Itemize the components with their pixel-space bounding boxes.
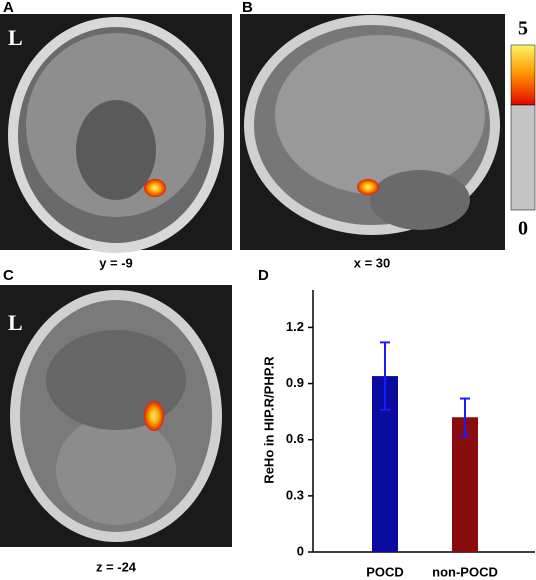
y-axis-label: ReHo in HIP.R/PHP.R xyxy=(261,356,276,484)
slice-caption: z = -24 xyxy=(96,559,137,574)
panel-label: C xyxy=(3,267,14,284)
slice-caption: y = -9 xyxy=(99,255,133,270)
side-label: L xyxy=(8,310,23,335)
x-tick-label: POCD xyxy=(366,564,404,579)
panel-label: D xyxy=(258,267,269,284)
mri-axial xyxy=(0,285,232,547)
bar xyxy=(452,417,478,552)
panel-label: B xyxy=(242,0,253,16)
y-tick-label: 0.3 xyxy=(286,487,304,502)
y-tick-label: 0.9 xyxy=(286,375,304,390)
y-tick-label: 1.2 xyxy=(286,319,304,334)
colorbar xyxy=(510,44,536,211)
colorbar-min: 0 xyxy=(518,218,528,240)
side-label: L xyxy=(8,25,23,50)
colorbar-max: 5 xyxy=(518,18,528,40)
mri-sagittal xyxy=(240,14,505,250)
slice-caption: x = 30 xyxy=(354,255,391,270)
y-tick-label: 0 xyxy=(297,543,304,558)
y-tick-label: 0.6 xyxy=(286,431,304,446)
x-tick-label: non-POCD xyxy=(432,564,498,579)
panel-label: A xyxy=(3,0,14,16)
mri-coronal xyxy=(0,14,232,253)
